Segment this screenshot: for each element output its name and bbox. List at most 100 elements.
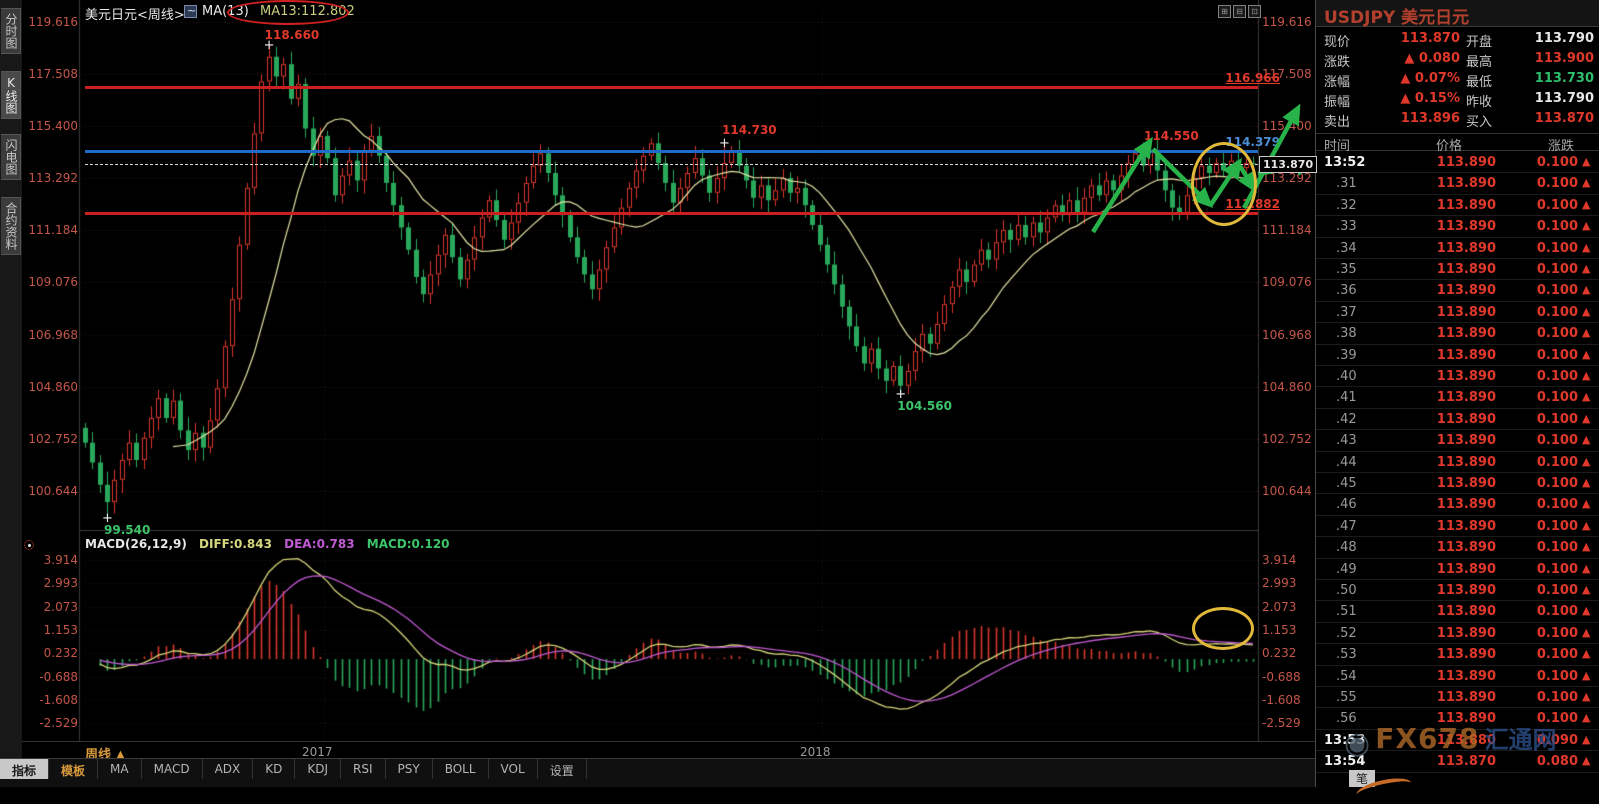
tick-row: 13:53 113.880 0.090 ▲ — [1316, 730, 1599, 752]
indicator-toolbar: 指标 模板 MA MACD ADX KD KDJ RSI PSY BOLL VOL 设置 — [0, 758, 1315, 787]
price-axis-tick-left: 117.508 — [28, 66, 78, 81]
tick-up-arrow-icon: ▲ — [1582, 155, 1591, 168]
toolbar-tab-KD[interactable]: KD — [253, 759, 296, 779]
tick-price: 113.890 — [1436, 411, 1496, 427]
quote-label: 最低 — [1466, 75, 1493, 90]
quote-cell-振幅: 振幅 ▲ 0.15% — [1316, 91, 1599, 111]
symbol-header: USDJPY 美元日元 — [1316, 0, 1599, 28]
tick-time: .31 — [1336, 176, 1357, 192]
toolbar-tab-VOL[interactable]: VOL — [489, 759, 538, 779]
price-axis-tick-left: 111.184 — [28, 223, 78, 238]
tick-up-arrow-icon: ▲ — [1582, 561, 1591, 575]
tick-price: 113.890 — [1436, 625, 1496, 641]
tick-price: 113.890 — [1436, 433, 1496, 449]
tick-time: .56 — [1336, 711, 1357, 727]
tick-change: 0.100 — [1536, 625, 1578, 641]
toolbar-tab-设置[interactable]: 设置 — [538, 759, 587, 779]
price-point-label: 99.540 — [104, 523, 151, 538]
toolbar-tab-RSI[interactable]: RSI — [341, 759, 386, 779]
pen-tab[interactable]: 笔 — [1349, 770, 1375, 787]
tick-change: 0.100 — [1536, 347, 1578, 363]
tick-up-arrow-icon: ▲ — [1582, 283, 1591, 297]
price-axis-tick-left: 106.968 — [28, 327, 78, 342]
chart-style-bar-icon[interactable]: ⊟ — [1233, 5, 1246, 18]
tick-up-arrow-icon: ▲ — [1582, 583, 1591, 596]
price-axis-tick-left: 115.400 — [28, 119, 78, 133]
tick-row: .51 113.890 0.100 ▲ — [1316, 601, 1599, 623]
price-axis-tick-right: 111.184 — [1262, 223, 1312, 238]
tick-price: 113.890 — [1436, 262, 1496, 277]
toolbar-tab-MA[interactable]: MA — [98, 759, 142, 779]
tick-up-arrow-icon: ▲ — [1582, 497, 1591, 511]
quote-cell-涨幅: 涨幅 ▲ 0.07% — [1316, 71, 1599, 91]
price-chart-canvas[interactable] — [22, 0, 1315, 758]
tick-change: 0.100 — [1536, 454, 1578, 470]
tick-row: .35 113.890 0.100 ▲ — [1316, 259, 1599, 281]
macd-axis-tick-left: 2.073 — [43, 599, 78, 614]
tick-up-arrow-icon: ▲ — [1582, 754, 1591, 768]
toolbar-tab-PSY[interactable]: PSY — [386, 759, 433, 779]
tick-change: 0.100 — [1536, 604, 1578, 620]
sidebar-tab-合约资料[interactable]: 合约资料 — [1, 197, 21, 255]
macd-axis-tick-right: -0.688 — [1262, 669, 1301, 684]
sidebar-tab-分时图[interactable]: 分时图 — [1, 8, 21, 54]
toolbar-tab-ADX[interactable]: ADX — [203, 759, 254, 779]
chart-title: 美元日元<周线> — [85, 8, 185, 23]
price-axis-tick-right: 104.860 — [1262, 379, 1312, 394]
tick-up-arrow-icon: ▲ — [1582, 176, 1591, 190]
toolbar-tab-模板[interactable]: 模板 — [49, 759, 99, 779]
quote-value: 113.790 — [1534, 91, 1594, 106]
chart-style-line-icon[interactable]: ⊡ — [1248, 5, 1261, 18]
tick-change: 0.100 — [1536, 283, 1578, 299]
tick-price: 113.890 — [1436, 347, 1496, 363]
tick-row: .42 113.890 0.100 ▲ — [1316, 409, 1599, 431]
current-price-tag: 113.870 — [1259, 155, 1318, 173]
quote-label: 最高 — [1466, 55, 1493, 70]
tick-row: .54 113.890 0.100 ▲ — [1316, 666, 1599, 687]
toolbar-tab-BOLL[interactable]: BOLL — [433, 759, 489, 779]
tick-change: 0.100 — [1536, 262, 1578, 277]
tick-up-arrow-icon: ▲ — [1582, 454, 1591, 468]
tick-up-arrow-icon: ▲ — [1582, 540, 1591, 554]
col-change: 涨跌 — [1548, 139, 1575, 154]
tick-change: 0.100 — [1536, 497, 1578, 513]
tick-row: .47 113.890 0.100 ▲ — [1316, 516, 1599, 538]
tick-row: .43 113.890 0.100 ▲ — [1316, 430, 1599, 452]
macd-axis-tick-left: -2.529 — [39, 716, 78, 731]
toolbar-tab-指标[interactable]: 指标 — [0, 759, 50, 779]
price-axis-tick-left: 100.644 — [28, 484, 78, 499]
tick-time: .53 — [1336, 647, 1357, 663]
quote-value: 113.900 — [1534, 51, 1594, 66]
toolbar-tab-MACD[interactable]: MACD — [142, 759, 203, 779]
macd-axis-tick-left: 3.914 — [43, 553, 78, 568]
toolbar-tab-KDJ[interactable]: KDJ — [295, 759, 342, 779]
sidebar-tab-K线图[interactable]: K线图 — [1, 71, 21, 119]
tick-row: .41 113.890 0.100 ▲ — [1316, 387, 1599, 409]
quote-value: ▲ 0.07% — [1400, 71, 1460, 86]
tick-time: .42 — [1336, 411, 1357, 427]
tick-time: .44 — [1336, 454, 1357, 470]
chart-style-candle-icon[interactable]: ⊞ — [1218, 5, 1231, 18]
indicator-settings-icon[interactable] — [24, 540, 34, 550]
alert-line-red — [85, 86, 1258, 89]
price-point-cross: + — [895, 387, 907, 403]
col-time: 时间 — [1324, 139, 1351, 154]
price-axis-tick-right: 109.076 — [1262, 275, 1312, 290]
tick-time: 13:52 — [1324, 155, 1366, 170]
tick-change: 0.100 — [1536, 369, 1578, 384]
sidebar-tab-闪电图[interactable]: 闪电图 — [1, 134, 21, 180]
tick-time: .45 — [1336, 476, 1357, 491]
tick-row: .31 113.890 0.100 ▲ — [1316, 173, 1599, 195]
quote-label: 卖出 — [1324, 115, 1351, 130]
tick-row: 13:54 113.870 0.080 ▲ — [1316, 751, 1599, 773]
tick-row: .33 113.890 0.100 ▲ — [1316, 216, 1599, 238]
x-axis-strip: 周线 ▲ 2017 2018 — [22, 741, 1315, 763]
price-axis-tick-right: 117.508 — [1262, 66, 1312, 81]
tick-row: .49 113.890 0.100 ▲ — [1316, 559, 1599, 580]
quote-value: 113.730 — [1534, 71, 1594, 86]
quote-value: ▲ 0.080 — [1404, 51, 1460, 66]
quote-cell-卖出: 卖出 113.896 — [1316, 111, 1599, 131]
tick-price: 113.890 — [1436, 647, 1496, 663]
tick-change: 0.100 — [1536, 690, 1578, 705]
tick-time: .41 — [1336, 390, 1357, 406]
